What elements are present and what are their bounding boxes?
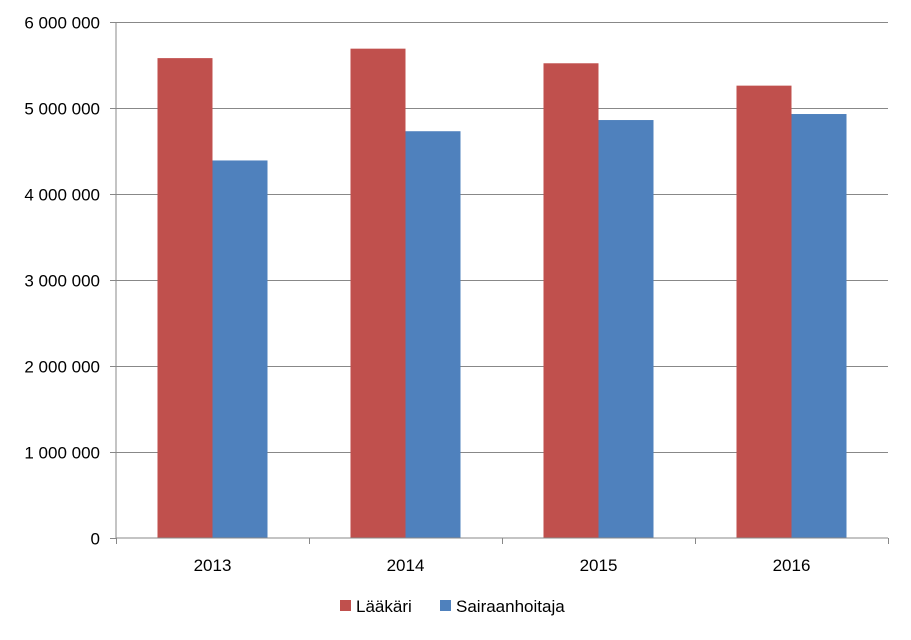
legend-label-sairaanhoitaja: Sairaanhoitaja <box>456 597 565 616</box>
y-tick-label: 4 000 000 <box>24 186 100 205</box>
legend-swatch-sairaanhoitaja <box>440 600 451 611</box>
y-tick-label: 2 000 000 <box>24 358 100 377</box>
bar-laakari-2016 <box>736 85 792 538</box>
y-tick-label: 6 000 000 <box>24 14 100 33</box>
bars <box>157 48 847 539</box>
legend: Lääkäri Sairaanhoitaja <box>340 597 565 616</box>
y-tick-label: 5 000 000 <box>24 100 100 119</box>
bar-laakari-2015 <box>543 63 599 538</box>
legend-label-laakari: Lääkäri <box>356 597 412 616</box>
y-axis-ticks: 0 1 000 000 2 000 000 3 000 000 4 000 000 5 0… <box>24 14 116 549</box>
legend-swatch-laakari <box>340 600 351 611</box>
bar-laakari-2014 <box>350 48 406 538</box>
bar-sairaanhoitaja-2013 <box>212 160 268 538</box>
y-tick-label: 3 000 000 <box>24 272 100 291</box>
x-axis-ticks: 2013 2014 2015 2016 <box>116 538 889 575</box>
bar-sairaanhoitaja-2016 <box>791 114 847 539</box>
y-tick-label: 1 000 000 <box>24 444 100 463</box>
x-tick-label: 2015 <box>580 556 618 575</box>
bar-sairaanhoitaja-2015 <box>598 120 654 538</box>
x-tick-label: 2014 <box>387 556 425 575</box>
bar-sairaanhoitaja-2014 <box>405 131 461 538</box>
bar-laakari-2013 <box>157 58 213 539</box>
x-tick-label: 2016 <box>773 556 811 575</box>
y-tick-label: 0 <box>91 530 100 549</box>
x-tick-label: 2013 <box>194 556 232 575</box>
